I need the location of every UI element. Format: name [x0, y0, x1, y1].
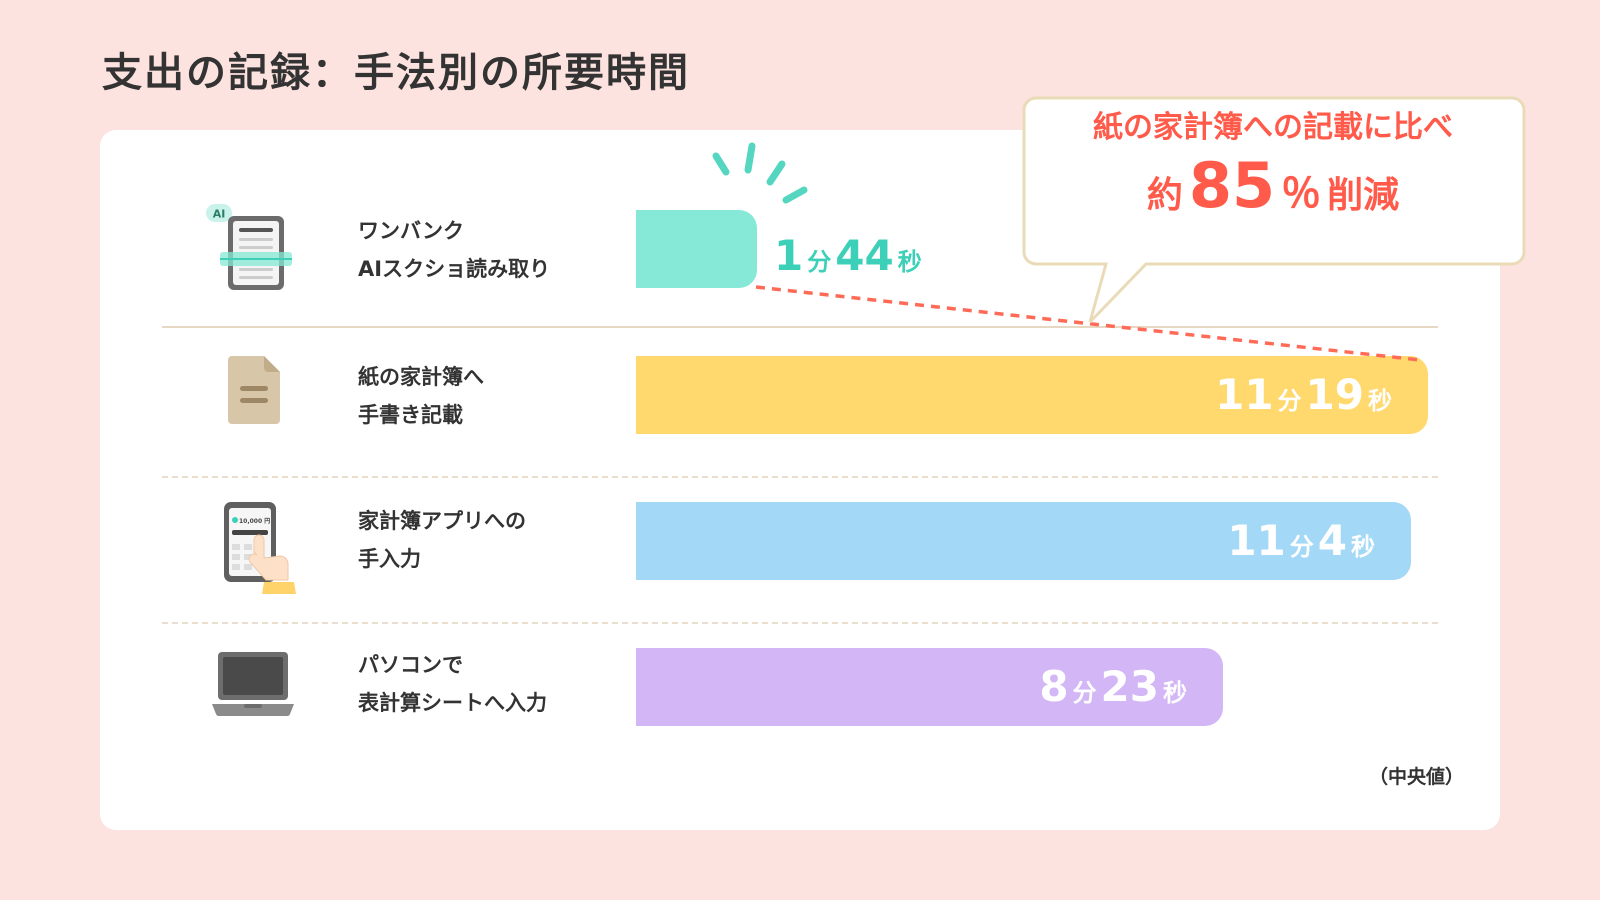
callout-suffix: 削減 [1327, 175, 1400, 216]
row-label-ai: ワンバンク AIスクショ読み取り [358, 212, 550, 288]
value-paper-min-unit: 分 [1277, 387, 1302, 415]
row-label-paper-line1: 紙の家計簿へ [358, 365, 484, 389]
value-pc-sec: 23 [1100, 662, 1159, 711]
paper-document-icon [226, 354, 284, 426]
bar-app: 11 分4 秒 [636, 502, 1411, 580]
value-app-sec-unit: 秒 [1351, 533, 1375, 561]
value-paper-min: 11 [1215, 370, 1274, 419]
separator-dashed [162, 622, 1438, 624]
phone-amount-text: 10,000 円 [239, 518, 270, 525]
value-app-sec: 4 [1317, 516, 1347, 565]
row-label-pc-line1: パソコンで [358, 653, 463, 677]
laptop-icon [210, 650, 296, 718]
value-label-ai: 1 分44 秒 [774, 226, 926, 286]
row-label-app-line1: 家計簿アプリへの [358, 509, 526, 533]
callout-text: 紙の家計簿への記載に比べ 約85 ％削減 [1022, 96, 1524, 238]
row-label-pc: パソコンで 表計算シートへ入力 [358, 646, 547, 722]
bar-ai-scan [636, 210, 757, 288]
row-label-paper-line2: 手書き記載 [358, 403, 463, 427]
value-ai-sec: 44 [835, 231, 894, 280]
callout-unit: ％ [1281, 171, 1322, 217]
value-label-paper: 11 分19 秒 [1215, 356, 1396, 434]
separator-solid [162, 326, 1438, 328]
separator-dashed [162, 476, 1438, 478]
phone-tap-icon: 10,000 円 [220, 500, 310, 596]
value-label-app: 11 分4 秒 [1227, 502, 1379, 580]
median-note: （中央値） [1368, 766, 1464, 788]
value-paper-sec-unit: 秒 [1368, 387, 1392, 415]
bar-paper: 11 分19 秒 [636, 356, 1428, 434]
value-ai-min-unit: 分 [807, 248, 832, 276]
bar-pc: 8 分23 秒 [636, 648, 1223, 726]
ai-scan-phone-icon: AI [200, 202, 312, 298]
value-paper-sec: 19 [1305, 370, 1364, 419]
ai-badge-text: AI [213, 208, 226, 221]
value-pc-sec-unit: 秒 [1163, 679, 1187, 707]
value-pc-min: 8 [1039, 662, 1069, 711]
callout-value: 85 [1188, 149, 1276, 222]
row-label-pc-line2: 表計算シートへ入力 [358, 691, 547, 715]
row-label-ai-line1: ワンバンク [358, 219, 465, 243]
row-label-app: 家計簿アプリへの 手入力 [358, 502, 526, 578]
value-app-min-unit: 分 [1289, 533, 1314, 561]
callout-prefix: 約 [1146, 175, 1183, 216]
row-label-app-line2: 手入力 [358, 547, 421, 571]
row-label-ai-line2: AIスクショ読み取り [358, 257, 551, 281]
page-title: 支出の記録：手法別の所要時間 [102, 50, 690, 96]
value-label-pc: 8 分23 秒 [1039, 648, 1191, 726]
callout-line1: 紙の家計簿への記載に比べ [1093, 110, 1453, 145]
value-ai-min: 1 [774, 231, 804, 280]
value-app-min: 11 [1227, 516, 1286, 565]
callout-line2: 約85 ％削減 [1022, 150, 1524, 238]
value-pc-min-unit: 分 [1072, 679, 1097, 707]
row-label-paper: 紙の家計簿へ 手書き記載 [358, 358, 484, 434]
value-ai-sec-unit: 秒 [897, 248, 922, 276]
